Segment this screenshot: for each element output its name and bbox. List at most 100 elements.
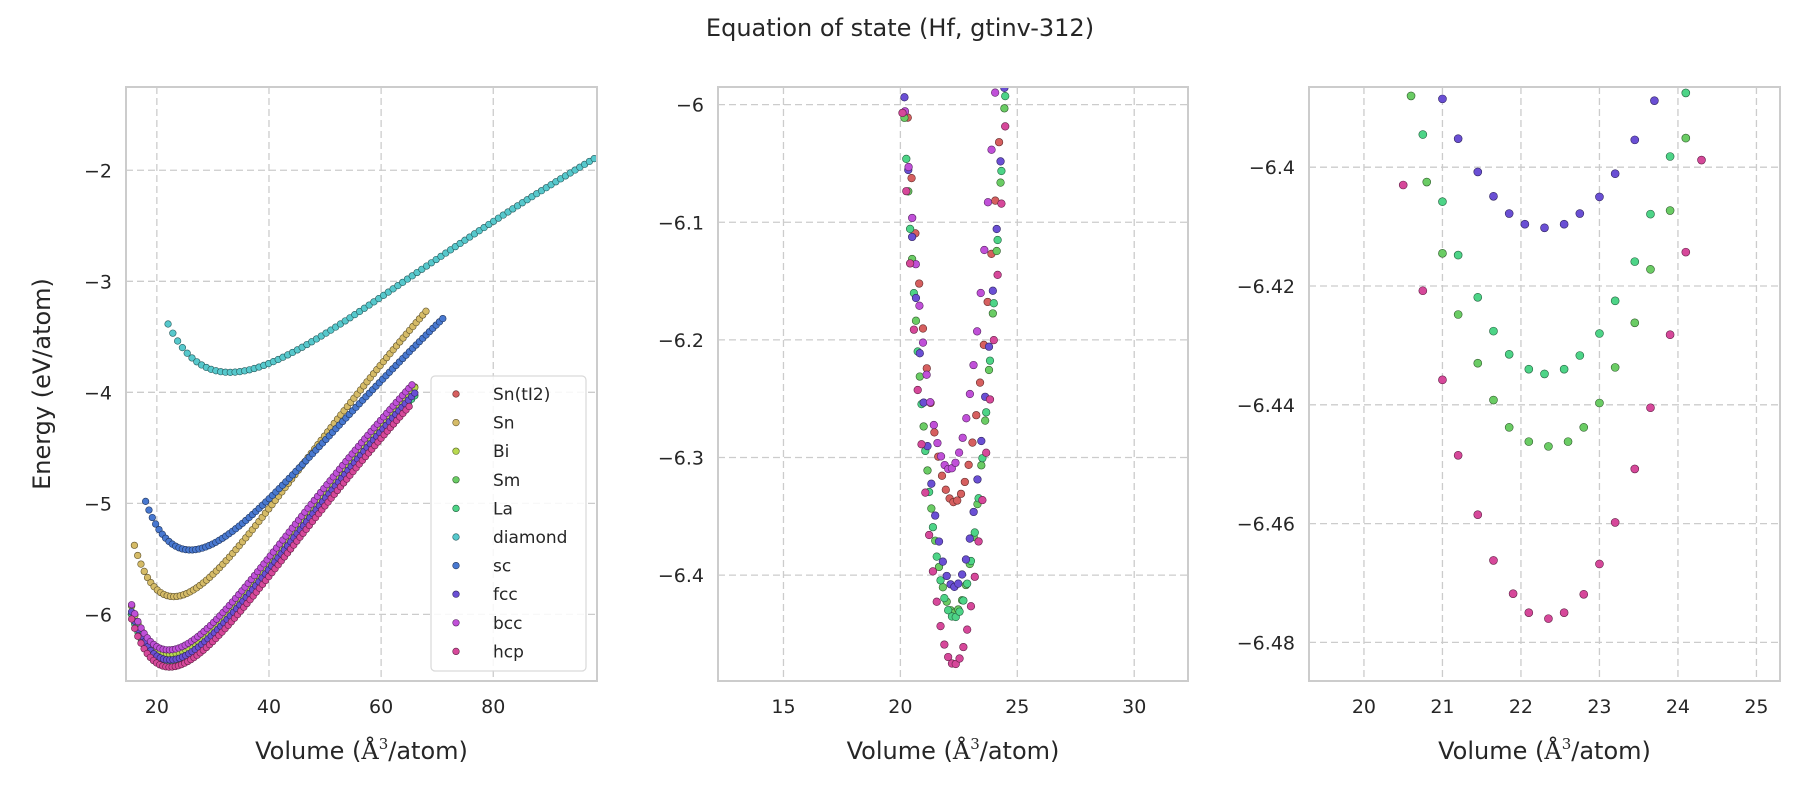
- data-point: [134, 551, 142, 560]
- series-hcp: [898, 108, 1010, 669]
- data-point: [959, 642, 968, 652]
- data-point: [148, 513, 156, 522]
- data-point: [1559, 364, 1569, 374]
- y-tick-label: −6.1: [658, 212, 704, 234]
- data-point: [961, 555, 971, 564]
- data-point: [411, 389, 419, 397]
- data-point: [942, 571, 951, 581]
- data-point: [954, 448, 964, 457]
- data-point: [1438, 375, 1447, 385]
- data-point: [1681, 88, 1691, 98]
- series-Sm: [1406, 91, 1691, 451]
- data-point: [905, 224, 915, 234]
- series-bcc: [128, 381, 416, 654]
- y-tick-label: −6.42: [1237, 276, 1295, 298]
- data-point: [164, 320, 172, 328]
- panel-3: 20 21 22 23 24 25 −6.48 −6.46 −6.44 −6.42 −6.4 Volu…: [1237, 86, 1781, 765]
- data-point: [1563, 437, 1573, 446]
- data-point: [1473, 358, 1483, 368]
- data-point: [422, 307, 430, 315]
- legend-marker: [452, 647, 460, 656]
- data-point: [915, 279, 924, 288]
- x-tick-label: 25: [1744, 696, 1768, 718]
- data-point: [970, 528, 979, 537]
- axes-frame: [125, 86, 598, 682]
- data-point: [1489, 191, 1498, 201]
- data-point: [1473, 510, 1483, 519]
- data-point: [915, 372, 924, 381]
- data-point: [898, 47, 906, 55]
- data-point: [941, 485, 950, 494]
- data-point: [911, 293, 921, 303]
- x-tick-label: 80: [481, 696, 505, 718]
- data-point: [997, 199, 1006, 208]
- data-point: [1438, 197, 1447, 206]
- data-point: [131, 610, 139, 618]
- data-point: [938, 583, 947, 592]
- y-tick-label: −4: [84, 382, 112, 404]
- legend-marker: [452, 533, 460, 541]
- data-point: [955, 654, 964, 663]
- data-point: [1524, 364, 1534, 374]
- data-point: [928, 523, 938, 532]
- x-tick-label: 15: [771, 696, 795, 718]
- legend-label: fcc: [493, 585, 518, 605]
- data-point: [1544, 614, 1553, 623]
- data-point: [984, 342, 994, 351]
- data-point: [915, 301, 924, 310]
- panel-1: 20 40 60 80 −6 −5 −4 −3 −2 Volume (Å3/atom) Energy…: [28, 86, 598, 765]
- data-point: [997, 166, 1006, 176]
- x-axis-label: Volume (Å3/atom): [847, 735, 1060, 765]
- legend-marker: [452, 419, 460, 427]
- data-point: [940, 640, 949, 649]
- data-point: [1610, 518, 1620, 527]
- data-point: [930, 428, 939, 437]
- data-point: [1650, 96, 1659, 105]
- data-point: [988, 309, 997, 318]
- data-point: [142, 497, 150, 505]
- data-point: [1575, 209, 1585, 218]
- data-point: [964, 460, 973, 469]
- data-point: [898, 108, 907, 118]
- data-point: [919, 422, 928, 431]
- data-point: [938, 557, 947, 566]
- data-point: [1630, 464, 1640, 474]
- data-point: [145, 506, 153, 514]
- data-point: [1540, 369, 1549, 379]
- legend-marker: [452, 390, 460, 398]
- data-point: [932, 552, 941, 561]
- data-point: [963, 625, 972, 634]
- data-point: [987, 145, 996, 154]
- x-tick-label: 20: [145, 696, 169, 718]
- data-point: [1595, 398, 1604, 408]
- data-point: [984, 365, 994, 375]
- data-point: [1544, 442, 1553, 451]
- y-tick-label: −5: [84, 493, 112, 515]
- data-point: [1559, 219, 1569, 229]
- x-tick-label: 40: [257, 696, 281, 718]
- data-point: [1489, 326, 1498, 336]
- axes-frame: [1308, 86, 1781, 682]
- data-point: [973, 327, 982, 336]
- data-point: [900, 93, 909, 102]
- data-point: [131, 624, 139, 632]
- data-point: [983, 198, 993, 207]
- data-point: [1489, 556, 1498, 565]
- data-point: [985, 356, 995, 365]
- x-tick-label: 20: [888, 696, 912, 718]
- data-point: [130, 541, 139, 549]
- data-point: [977, 461, 986, 470]
- data-point: [982, 448, 991, 457]
- data-point: [996, 157, 1005, 166]
- data-point: [927, 479, 936, 488]
- data-point: [993, 235, 1002, 245]
- data-point: [590, 155, 597, 163]
- data-point: [985, 395, 995, 404]
- legend-label: diamond: [493, 528, 567, 548]
- data-point: [1004, 5, 1012, 13]
- data-point: [907, 174, 916, 183]
- data-point: [895, 0, 903, 5]
- data-point: [1453, 450, 1463, 460]
- data-point: [975, 378, 985, 387]
- data-point: [996, 178, 1005, 187]
